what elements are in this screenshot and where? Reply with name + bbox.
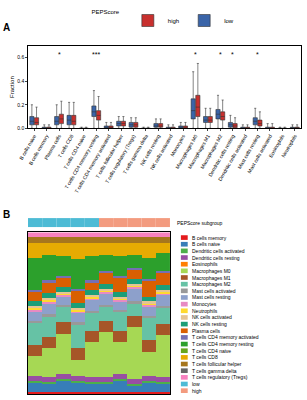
svg-text:B cells memory: B cells memory (192, 235, 227, 241)
svg-text:T cells gamma delta: T cells gamma delta (192, 368, 237, 374)
svg-text:0.2: 0.2 (17, 102, 24, 108)
svg-text:T cells follicular helper: T cells follicular helper (94, 133, 124, 179)
svg-text:Dendritic cells resting: Dendritic cells resting (192, 255, 240, 261)
svg-text:Eosinophils: Eosinophils (267, 133, 285, 159)
svg-text:NK cells resting: NK cells resting (192, 321, 227, 327)
svg-text:Mast cells activated: Mast cells activated (192, 288, 236, 294)
svg-text:T cells CD8: T cells CD8 (56, 133, 74, 158)
svg-text:***: *** (92, 51, 100, 58)
svg-text:Macrophages M2: Macrophages M2 (192, 281, 231, 287)
svg-text:T cells gamma delta: T cells gamma delta (121, 133, 149, 175)
svg-text:Plasma cells: Plasma cells (43, 133, 62, 161)
svg-text:Macrophages M1: Macrophages M1 (192, 275, 231, 281)
svg-text:NK cells activated: NK cells activated (192, 314, 232, 320)
svg-text:NK cells activated: NK cells activated (149, 133, 174, 171)
svg-text:B cells memory: B cells memory (27, 133, 50, 166)
svg-text:*: * (58, 51, 61, 58)
svg-text:Mast cells resting: Mast cells resting (236, 133, 261, 170)
svg-text:Dendritic cells resting: Dendritic cells resting (207, 133, 236, 177)
svg-text:T cells follicular helper: T cells follicular helper (192, 361, 242, 367)
svg-text:Eosinophils: Eosinophils (192, 261, 218, 267)
svg-text:B: B (3, 209, 10, 220)
svg-text:A: A (3, 22, 10, 33)
svg-text:Monocytes: Monocytes (192, 301, 217, 307)
svg-text:*: * (256, 51, 259, 58)
svg-text:high: high (168, 18, 179, 24)
svg-text:0.6: 0.6 (17, 54, 24, 60)
svg-text:Macrophages M2: Macrophages M2 (199, 133, 224, 170)
svg-text:B cells naive: B cells naive (18, 133, 37, 160)
svg-text:Fraction: Fraction (9, 76, 15, 98)
svg-text:*: * (219, 51, 222, 58)
svg-text:Dendritic cells activated: Dendritic cells activated (192, 248, 245, 254)
svg-text:PEPScore subgroup: PEPScore subgroup (177, 220, 223, 226)
svg-text:0.0: 0.0 (17, 125, 24, 131)
svg-text:T cells CD4 memory activated: T cells CD4 memory activated (73, 133, 112, 194)
svg-text:T cells CD4 naive: T cells CD4 naive (62, 133, 87, 170)
svg-text:Macrophages M1: Macrophages M1 (186, 133, 211, 170)
svg-text:Dendritic cells activated: Dendritic cells activated (217, 133, 249, 182)
svg-text:high: high (192, 388, 202, 394)
svg-text:*: * (231, 51, 234, 58)
svg-text:T cells CD4 memory resting: T cells CD4 memory resting (63, 133, 99, 190)
svg-text:Neutrophils: Neutrophils (280, 133, 298, 158)
svg-text:*: * (194, 51, 197, 58)
svg-text:T cells CD8: T cells CD8 (192, 354, 218, 360)
svg-text:Plasma cells: Plasma cells (192, 328, 221, 334)
svg-text:PEPScore: PEPScore (92, 9, 120, 15)
svg-text:B cells naive: B cells naive (192, 241, 220, 247)
svg-text:Macrophages M0: Macrophages M0 (192, 268, 231, 274)
svg-text:T cells CD4 naive: T cells CD4 naive (192, 348, 231, 354)
svg-text:T cells regulatory (Tregs): T cells regulatory (Tregs) (192, 374, 248, 380)
svg-text:Neutrophils: Neutrophils (192, 308, 218, 314)
svg-text:Monocytes: Monocytes (169, 133, 187, 157)
svg-text:T cells CD4 memory resting: T cells CD4 memory resting (192, 341, 254, 347)
svg-text:Macrophages M0: Macrophages M0 (174, 133, 199, 170)
svg-text:Mast cells resting: Mast cells resting (192, 294, 231, 300)
svg-text:0.4: 0.4 (17, 78, 24, 84)
svg-text:low: low (224, 18, 234, 24)
svg-text:T cells regulatory (Tregs): T cells regulatory (Tregs) (104, 133, 137, 184)
svg-text:NK cells resting: NK cells resting (139, 133, 162, 166)
svg-text:low: low (192, 381, 200, 387)
svg-text:Mast cells activated: Mast cells activated (246, 133, 273, 174)
svg-text:T cells CD4 memory activated: T cells CD4 memory activated (192, 334, 259, 340)
